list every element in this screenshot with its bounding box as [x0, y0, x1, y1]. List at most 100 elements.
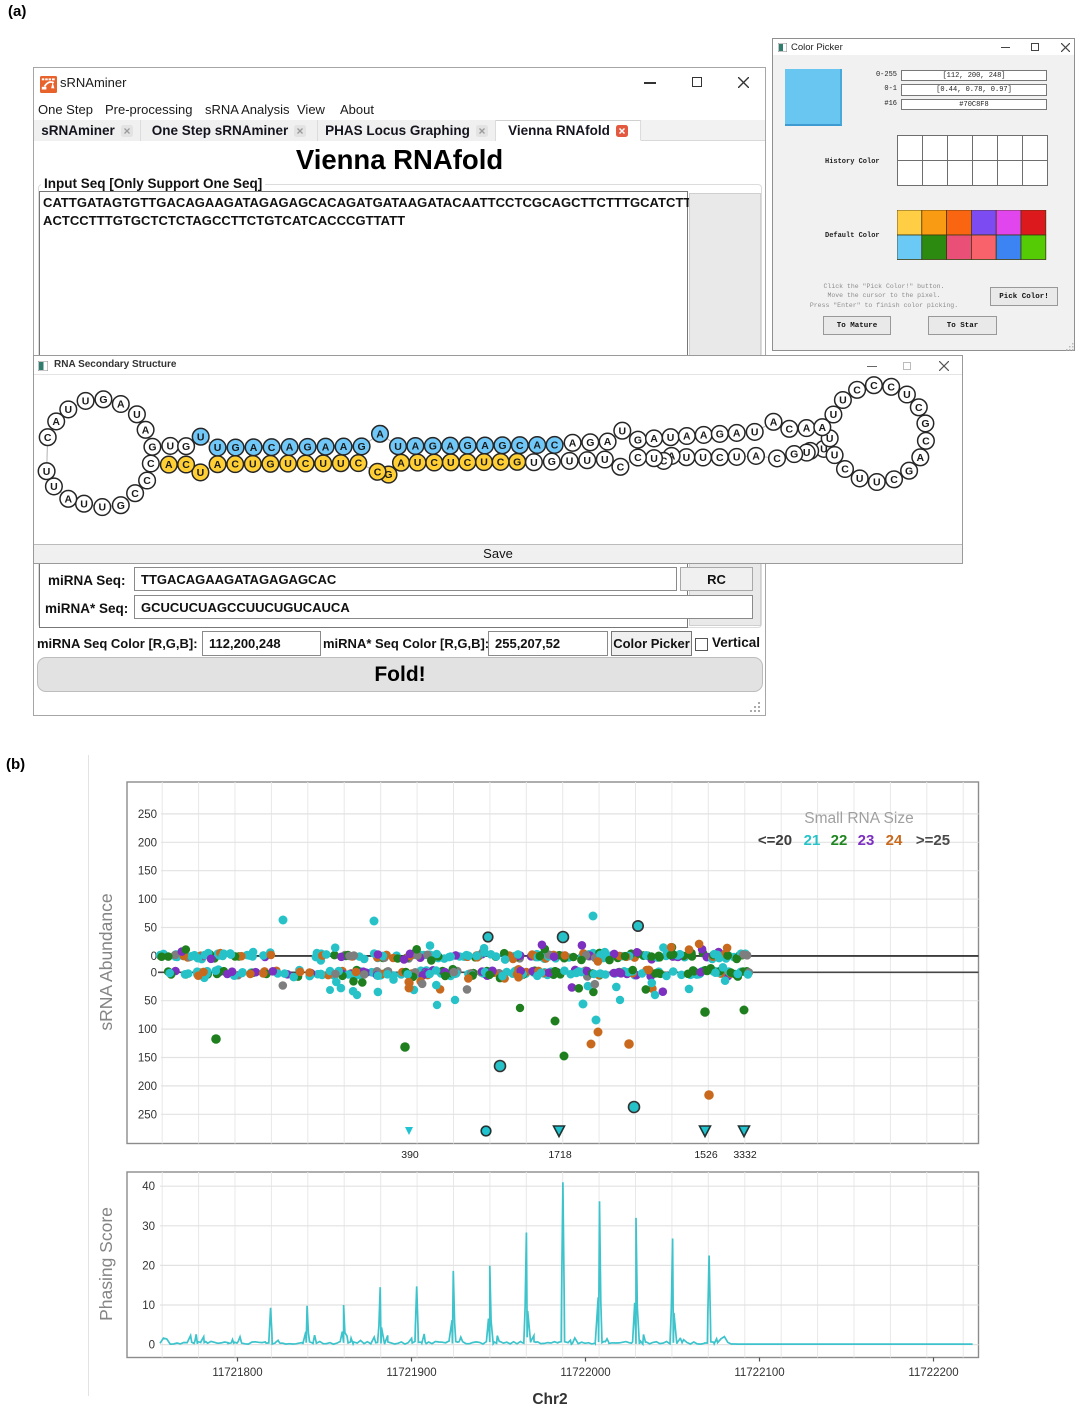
svg-text:A: A [668, 451, 676, 463]
svg-text:Chr2: Chr2 [532, 1391, 567, 1408]
svg-text:U: U [394, 441, 402, 453]
svg-text:C: C [497, 457, 505, 469]
svg-text:A: A [286, 442, 294, 454]
svg-text:U: U [197, 467, 205, 479]
svg-text:A: A [322, 441, 330, 453]
svg-text:A: A [604, 436, 612, 448]
svg-text:U: U [839, 395, 847, 407]
svg-text:Small RNA Size: Small RNA Size [804, 810, 913, 827]
svg-text:C: C [143, 475, 151, 487]
svg-text:C: C [853, 384, 861, 396]
svg-text:1526: 1526 [694, 1149, 718, 1161]
svg-text:C: C [430, 457, 438, 469]
svg-text:C: C [870, 380, 878, 392]
svg-text:200: 200 [138, 1081, 157, 1093]
svg-text:U: U [566, 456, 574, 468]
svg-text:A: A [803, 423, 811, 435]
svg-text:U: U [699, 452, 707, 464]
svg-text:3332: 3332 [733, 1149, 757, 1161]
svg-text:U: U [99, 502, 107, 514]
svg-text:1718: 1718 [548, 1149, 572, 1161]
svg-text:390: 390 [401, 1149, 419, 1161]
svg-text:C: C [551, 440, 559, 452]
svg-text:C: C [922, 435, 930, 447]
svg-text:11722000: 11722000 [560, 1367, 610, 1379]
svg-text:U: U [197, 431, 205, 443]
svg-text:C: C [231, 459, 239, 471]
svg-text:A: A [569, 437, 577, 449]
svg-text:A: A [752, 451, 760, 463]
svg-text:U: U [803, 447, 811, 459]
svg-text:U: U [530, 457, 538, 469]
svg-text:G: G [498, 440, 506, 452]
svg-text:G: G [117, 500, 125, 512]
svg-text:11721800: 11721800 [212, 1367, 262, 1379]
svg-text:U: U [831, 450, 839, 462]
svg-text:A: A [397, 457, 405, 469]
svg-text:U: U [414, 457, 422, 469]
svg-text:U: U [619, 425, 627, 437]
svg-text:A: A [770, 416, 778, 428]
svg-text:G: G [358, 441, 366, 453]
svg-text:C: C [617, 461, 625, 473]
svg-text:G: G [99, 394, 107, 406]
svg-text:A: A [65, 493, 73, 505]
svg-text:U: U [43, 466, 51, 478]
svg-text:C: C [634, 452, 642, 464]
svg-text:U: U [480, 457, 488, 469]
svg-text:100: 100 [138, 894, 157, 906]
svg-text:U: U [873, 477, 881, 489]
svg-text:A: A [117, 399, 125, 411]
svg-text:C: C [147, 458, 155, 470]
svg-text:U: U [903, 389, 911, 401]
svg-text:G: G [921, 418, 929, 430]
svg-text:50: 50 [144, 996, 157, 1008]
svg-text:0: 0 [151, 951, 157, 963]
svg-text:G: G [548, 456, 556, 468]
svg-text:G: G [513, 456, 521, 468]
svg-text:U: U [733, 452, 741, 464]
svg-text:G: G [266, 458, 274, 470]
svg-text:A: A [376, 428, 384, 440]
svg-text:A: A [165, 459, 173, 471]
svg-text:250: 250 [138, 1109, 157, 1121]
svg-text:21: 21 [804, 832, 821, 849]
svg-text:C: C [131, 488, 139, 500]
svg-text:C: C [464, 457, 472, 469]
svg-text:C: C [890, 474, 898, 486]
svg-text:C: C [355, 458, 363, 470]
svg-text:C: C [44, 432, 52, 444]
svg-text:C: C [841, 464, 849, 476]
svg-text:200: 200 [138, 837, 157, 849]
svg-text:C: C [915, 402, 923, 414]
svg-text:U: U [50, 481, 58, 493]
svg-text:50: 50 [144, 923, 157, 935]
svg-text:G: G [905, 465, 913, 477]
svg-text:C: C [716, 452, 724, 464]
svg-text:A: A [446, 440, 454, 452]
svg-text:C: C [302, 458, 310, 470]
svg-text:G: G [384, 469, 392, 481]
svg-text:G: G [716, 429, 724, 441]
svg-text:20: 20 [142, 1260, 155, 1272]
svg-text:G: G [182, 441, 190, 453]
svg-text:U: U [650, 453, 658, 465]
svg-text:U: U [856, 473, 864, 485]
svg-text:C: C [516, 440, 524, 452]
svg-text:G: G [429, 441, 437, 453]
svg-text:G: G [634, 434, 642, 446]
svg-text:C: C [182, 459, 190, 471]
svg-text:A: A [412, 441, 420, 453]
svg-text:>=25: >=25 [916, 832, 950, 849]
svg-text:C: C [660, 456, 668, 468]
svg-text:G: G [304, 442, 312, 454]
svg-text:C: C [773, 453, 781, 465]
svg-text:U: U [214, 442, 222, 454]
svg-text:U: U [319, 458, 327, 470]
svg-text:U: U [337, 458, 345, 470]
svg-text:Phasing Score: Phasing Score [96, 1207, 116, 1321]
svg-text:U: U [667, 432, 675, 444]
svg-text:U: U [751, 427, 759, 439]
svg-text:11722200: 11722200 [908, 1367, 958, 1379]
svg-text:U: U [826, 433, 834, 445]
